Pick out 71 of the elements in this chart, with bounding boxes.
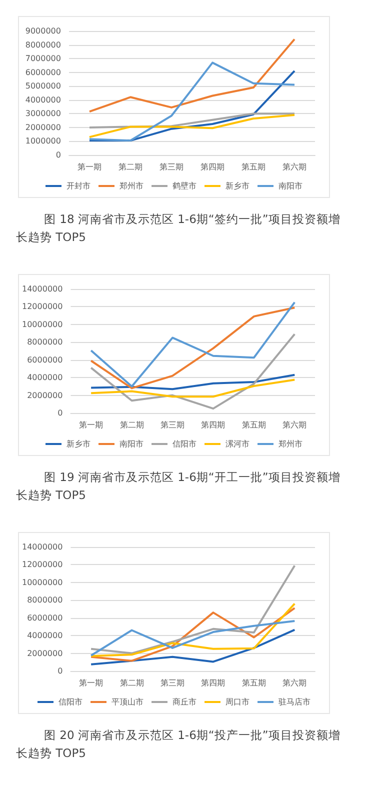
y-tick-label: 10000000 (22, 578, 63, 587)
line-series (88, 112, 296, 128)
x-tick-label: 第一期 (79, 678, 104, 688)
y-tick-label: 2000000 (25, 122, 61, 132)
y-tick-label: 6000000 (27, 613, 63, 622)
x-tick-label: 第一期 (79, 420, 104, 430)
x-tick-label: 第三期 (160, 420, 185, 430)
y-tick-label: 4000000 (27, 373, 63, 382)
y-tick-label: 7000000 (25, 54, 61, 64)
legend-label: 周口市 (226, 698, 250, 706)
y-tick-label: 5000000 (25, 82, 61, 91)
line-series (88, 38, 296, 113)
text: 图 19 河南省市及示范区 1-6期“开工一批”项目投资额增长趋势 TOP5 (15, 469, 342, 504)
x-tick-label: 第六期 (282, 420, 307, 430)
legend-label: 商丘市 (172, 698, 196, 706)
y-tick-label: 6000000 (25, 68, 61, 77)
legend-label: 漯河市 (226, 440, 250, 448)
y-tick-label: 4000000 (27, 631, 63, 640)
y-tick-label: 0 (58, 666, 63, 676)
y-tick-label: 14000000 (22, 284, 63, 294)
y-tick-label: 9000000 (25, 26, 61, 36)
legend-label: 南阳市 (278, 182, 302, 190)
legend-label: 郑州市 (278, 440, 302, 448)
line-series (90, 378, 296, 398)
legend-label: 驻马店市 (278, 698, 310, 706)
y-tick-label: 12000000 (22, 302, 63, 312)
x-tick-label: 第三期 (160, 162, 184, 172)
x-tick-label: 第五期 (242, 420, 266, 430)
x-tick-label: 第四期 (201, 420, 226, 430)
y-tick-label: 3000000 (25, 109, 61, 118)
line-series (90, 564, 296, 654)
y-tick-label: 8000000 (27, 338, 63, 347)
x-tick-label: 第六期 (282, 162, 306, 172)
text: 图 20 河南省市及示范区 1-6期“投产一批”项目投资额增长趋势 TOP5 (15, 727, 342, 762)
y-tick-label: 10000000 (22, 320, 63, 329)
y-tick-label: 0 (58, 408, 63, 418)
legend-label: 鹤壁市 (172, 182, 196, 190)
x-tick-label: 第三期 (160, 678, 185, 688)
y-tick-label: 14000000 (22, 542, 63, 552)
legend-label: 开封市 (66, 182, 90, 190)
y-tick-label: 6000000 (27, 355, 63, 364)
x-tick-label: 第四期 (200, 162, 224, 172)
line-series (90, 628, 296, 666)
x-tick-label: 第二期 (120, 678, 144, 688)
x-tick-label: 第五期 (242, 678, 266, 688)
x-tick-label: 第六期 (282, 678, 307, 688)
y-tick-label: 2000000 (27, 648, 63, 658)
y-tick-label: 2000000 (27, 390, 63, 400)
x-tick-label: 第二期 (120, 420, 144, 430)
x-tick-label: 第一期 (78, 162, 102, 172)
line-series (90, 374, 296, 390)
x-tick-label: 第五期 (242, 162, 266, 172)
legend-label: 信阳市 (172, 440, 196, 448)
x-tick-label: 第四期 (201, 678, 226, 688)
legend-label: 平顶山市 (112, 698, 144, 706)
legend-label: 信阳市 (58, 698, 82, 706)
y-tick-label: 8000000 (25, 40, 61, 50)
legend-label: 新乡市 (226, 182, 250, 190)
y-tick-label: 4000000 (25, 95, 61, 104)
y-tick-label: 1000000 (25, 136, 61, 146)
y-tick-label: 8000000 (27, 596, 63, 605)
line-series (90, 333, 296, 410)
line-series (90, 620, 296, 656)
legend-label: 郑州市 (120, 182, 144, 190)
text: 图 18 河南省市及示范区 1-6期“签约一批”项目投资额增长趋势 TOP5 (15, 211, 342, 246)
y-tick-label: 12000000 (22, 560, 63, 570)
legend-label: 新乡市 (66, 440, 90, 448)
y-tick-label: 0 (56, 150, 61, 160)
line-series (88, 114, 296, 138)
legend-label: 南阳市 (120, 440, 144, 448)
x-tick-label: 第二期 (118, 162, 142, 172)
